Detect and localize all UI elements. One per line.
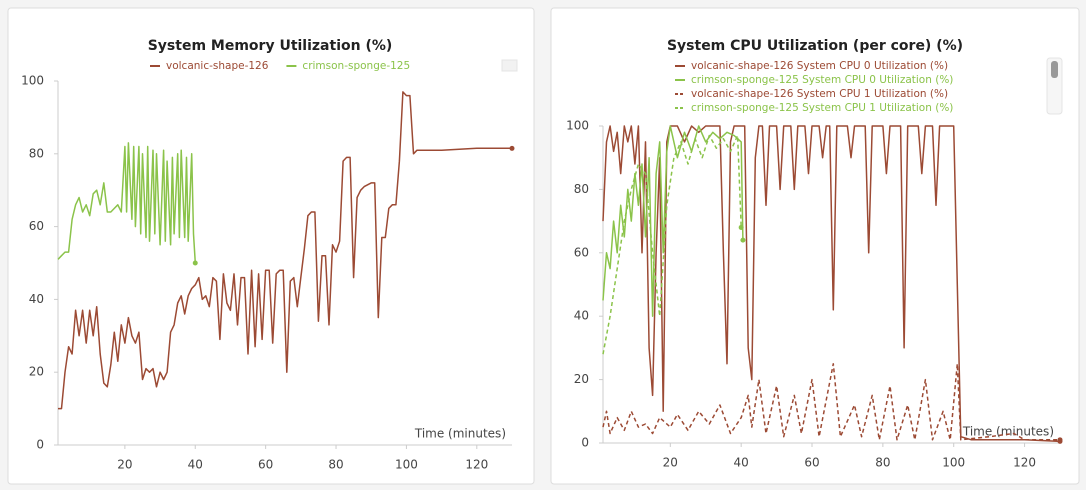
- y-tick-label: 40: [574, 309, 589, 323]
- data-line: [602, 125, 744, 317]
- legend-label: volcanic-shape-126: [166, 60, 269, 72]
- end-marker: [740, 237, 746, 243]
- legend-toggle[interactable]: [501, 59, 518, 72]
- end-marker: [1057, 437, 1063, 443]
- end-marker: [738, 224, 744, 230]
- x-tick-label: 120: [465, 458, 488, 472]
- data-line: [57, 142, 197, 264]
- y-tick-label: 100: [21, 74, 44, 88]
- end-marker: [192, 260, 198, 266]
- legend-label: crimson-sponge-125: [302, 60, 410, 72]
- legend-label: crimson-sponge-125 System CPU 1 Utilizat…: [691, 102, 953, 114]
- y-tick-label: 100: [566, 119, 589, 133]
- end-marker: [509, 145, 515, 151]
- legend-label: crimson-sponge-125 System CPU 0 Utilizat…: [691, 74, 953, 86]
- x-tick-label: 100: [395, 458, 418, 472]
- y-tick-label: 60: [29, 219, 44, 233]
- y-tick-label: 0: [581, 436, 589, 450]
- x-tick-label: 60: [258, 458, 273, 472]
- y-tick-label: 80: [574, 182, 589, 196]
- y-tick-label: 20: [29, 365, 44, 379]
- y-tick-label: 80: [29, 146, 44, 160]
- x-tick-label: 20: [117, 458, 132, 472]
- y-tick-label: 0: [36, 438, 44, 452]
- x-tick-label: 60: [804, 456, 819, 470]
- y-tick-label: 60: [574, 245, 589, 259]
- x-tick-label: 100: [942, 456, 965, 470]
- x-tick-label: 120: [1013, 456, 1036, 470]
- panel: [7, 7, 535, 485]
- data-line: [58, 91, 512, 410]
- y-tick-label: 40: [29, 292, 44, 306]
- scroll-thumb[interactable]: [1051, 61, 1058, 78]
- data-line: [602, 125, 1061, 443]
- panel: [550, 7, 1080, 485]
- y-tick-label: 20: [574, 372, 589, 386]
- x-axis-label: Time (minutes): [414, 427, 506, 441]
- x-tick-label: 40: [188, 458, 203, 472]
- x-tick-label: 80: [328, 458, 343, 472]
- legend-label: volcanic-shape-126 System CPU 1 Utilizat…: [691, 88, 948, 100]
- chart-title: System CPU Utilization (per core) (%): [667, 38, 963, 54]
- x-tick-label: 20: [663, 456, 678, 470]
- x-axis-label: Time (minutes): [962, 425, 1054, 439]
- chart-title: System Memory Utilization (%): [148, 38, 393, 54]
- data-line: [602, 134, 742, 355]
- legend-scrollbar[interactable]: [1046, 57, 1063, 115]
- legend-label: volcanic-shape-126 System CPU 0 Utilizat…: [691, 60, 948, 72]
- data-line: [602, 363, 1060, 441]
- x-tick-label: 80: [875, 456, 890, 470]
- x-tick-label: 40: [734, 456, 749, 470]
